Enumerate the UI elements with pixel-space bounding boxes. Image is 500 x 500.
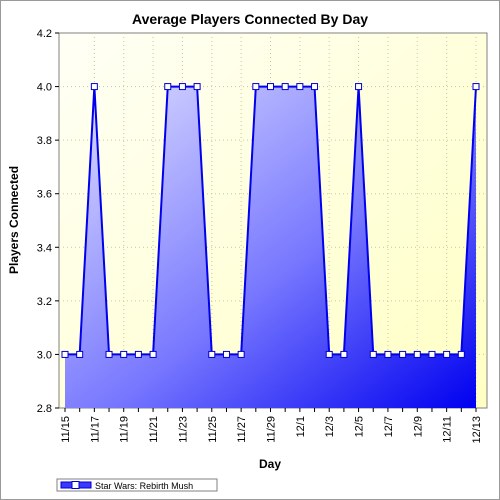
data-point bbox=[428, 350, 436, 358]
legend: Star Wars: Rebirth Mush bbox=[56, 478, 218, 492]
data-point bbox=[399, 350, 407, 358]
y-tick-label: 4.2 bbox=[37, 28, 52, 40]
x-tick-label: 12/7 bbox=[383, 416, 395, 437]
x-axis-title: Day bbox=[259, 457, 281, 471]
data-point bbox=[267, 83, 274, 91]
data-point bbox=[90, 83, 98, 91]
y-tick-label: 3.8 bbox=[37, 135, 52, 147]
x-tick-label: 12/3 bbox=[324, 416, 336, 437]
x-tick-label: 11/29 bbox=[266, 416, 278, 443]
y-tick-label: 3.4 bbox=[37, 242, 52, 254]
data-point bbox=[340, 350, 348, 358]
data-point bbox=[222, 350, 230, 358]
data-point bbox=[149, 350, 157, 358]
data-point bbox=[193, 83, 201, 91]
data-point bbox=[281, 83, 289, 91]
y-tick-label: 4.0 bbox=[37, 82, 52, 94]
data-point bbox=[355, 83, 363, 91]
y-tick-label: 3.0 bbox=[37, 349, 52, 361]
legend-marker bbox=[71, 481, 80, 489]
series-area-fill bbox=[65, 86, 476, 409]
data-point bbox=[369, 350, 377, 358]
data-point bbox=[252, 83, 260, 91]
legend-label: Star Wars: Rebirth Mush bbox=[95, 481, 193, 491]
y-tick-label: 2.8 bbox=[37, 403, 52, 415]
y-tick-label: 3.6 bbox=[37, 189, 52, 201]
data-point bbox=[134, 350, 142, 358]
data-point bbox=[472, 83, 480, 91]
x-tick-label: 11/25 bbox=[207, 416, 219, 443]
data-point bbox=[296, 83, 304, 91]
data-point bbox=[384, 350, 392, 358]
x-tick-label: 12/9 bbox=[412, 416, 424, 437]
data-point bbox=[237, 350, 245, 358]
x-tick-label: 12/1 bbox=[295, 416, 307, 437]
x-tick-label: 12/11 bbox=[442, 416, 454, 443]
data-point bbox=[105, 350, 113, 358]
x-tick-label: 11/19 bbox=[119, 416, 131, 443]
data-point bbox=[413, 350, 421, 358]
data-point bbox=[178, 83, 186, 91]
x-tick-label: 11/21 bbox=[148, 416, 160, 443]
legend-box bbox=[56, 478, 218, 492]
x-tick-label: 11/23 bbox=[177, 416, 189, 443]
series-area bbox=[61, 83, 480, 409]
chart-title: Average Players Connected By Day bbox=[132, 11, 368, 27]
y-axis-title: Players Connected bbox=[7, 166, 21, 274]
x-axis-ticks: 11/15 11/17 11/19 11/21 11/23 11/25 11/27 11/29… bbox=[60, 408, 483, 444]
x-tick-label: 12/5 bbox=[354, 416, 366, 437]
data-point bbox=[443, 350, 451, 358]
x-tick-label: 12/13 bbox=[471, 416, 483, 444]
x-tick-label: 11/15 bbox=[60, 416, 72, 443]
data-point bbox=[457, 350, 465, 358]
y-axis-ticks: 2.8 3.0 3.2 3.4 3.6 3.8 4.0 4.2 bbox=[37, 28, 59, 415]
data-point bbox=[164, 83, 172, 91]
x-tick-label: 11/17 bbox=[89, 416, 101, 443]
data-point bbox=[61, 350, 69, 358]
data-point bbox=[76, 350, 84, 358]
x-tick-label: 11/27 bbox=[236, 416, 248, 443]
data-point bbox=[311, 83, 319, 91]
data-point bbox=[325, 350, 333, 358]
y-tick-label: 3.2 bbox=[37, 296, 52, 308]
data-point bbox=[208, 350, 216, 358]
data-point bbox=[120, 350, 128, 358]
